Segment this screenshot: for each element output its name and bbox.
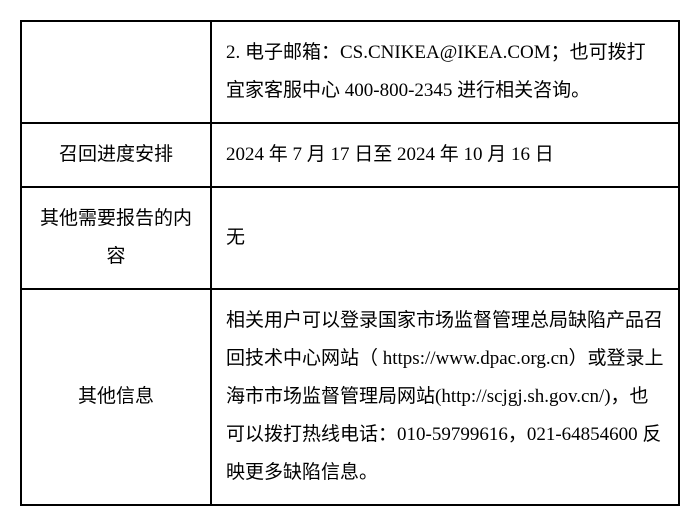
row-label-other-report: 其他需要报告的内容 <box>21 187 211 289</box>
row-label-schedule: 召回进度安排 <box>21 123 211 187</box>
row-content-contact: 2. 电子邮箱：CS.CNIKEA@IKEA.COM；也可拨打宜家客服中心 40… <box>211 21 679 123</box>
recall-info-table: 2. 电子邮箱：CS.CNIKEA@IKEA.COM；也可拨打宜家客服中心 40… <box>20 20 680 506</box>
table-row: 其他需要报告的内容 无 <box>21 187 679 289</box>
row-content-other-info: 相关用户可以登录国家市场监督管理总局缺陷产品召回技术中心网站（ https://… <box>211 289 679 505</box>
row-label-other-info: 其他信息 <box>21 289 211 505</box>
table-row: 2. 电子邮箱：CS.CNIKEA@IKEA.COM；也可拨打宜家客服中心 40… <box>21 21 679 123</box>
table-row: 其他信息 相关用户可以登录国家市场监督管理总局缺陷产品召回技术中心网站（ htt… <box>21 289 679 505</box>
row-label-contact <box>21 21 211 123</box>
row-content-other-report: 无 <box>211 187 679 289</box>
row-content-schedule: 2024 年 7 月 17 日至 2024 年 10 月 16 日 <box>211 123 679 187</box>
table-row: 召回进度安排 2024 年 7 月 17 日至 2024 年 10 月 16 日 <box>21 123 679 187</box>
